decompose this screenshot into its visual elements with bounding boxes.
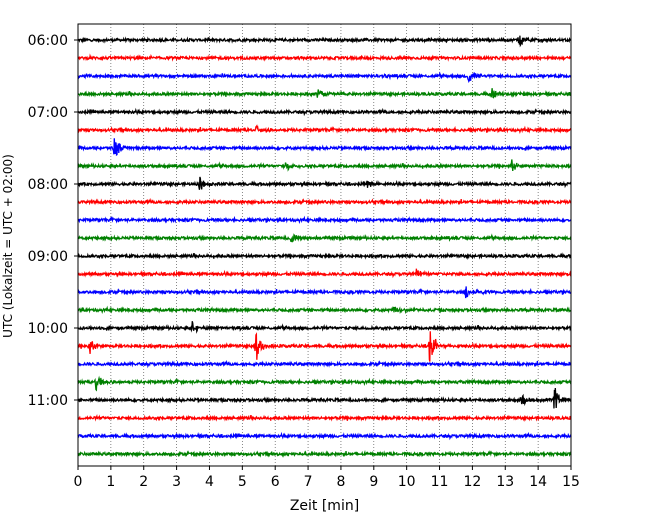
x-axis: 0 1 2 3 4 5 6 7 8 9 10 11 12 13 14 15 (74, 466, 580, 490)
y-tick-label: 11:00 (28, 393, 68, 409)
trace-0615 (77, 53, 572, 62)
plot-frame (77, 23, 572, 467)
trace-0700 (77, 107, 572, 117)
trace-1030 (77, 359, 572, 369)
trace-0900 (77, 252, 572, 260)
trace-1145 (77, 449, 572, 458)
x-tick-label: 2 (139, 474, 148, 490)
trace-0630 (77, 71, 572, 84)
y-tick-label: 08:00 (28, 177, 68, 193)
trace-1015 (77, 331, 572, 362)
trace-0830 (77, 215, 572, 225)
x-tick-label: 6 (271, 474, 280, 490)
x-tick-label: 7 (304, 474, 313, 490)
trace-0930 (77, 286, 572, 299)
trace-0815 (77, 197, 572, 206)
x-tick-label: 5 (238, 474, 247, 490)
x-tick-label: 12 (463, 474, 481, 490)
x-axis-label: Zeit [min] (290, 498, 359, 514)
seismic-traces (77, 35, 572, 458)
trace-1045 (77, 375, 572, 392)
trace-0745 (77, 159, 572, 172)
trace-0645 (77, 88, 572, 99)
y-tick-label: 09:00 (28, 249, 68, 265)
trace-0730 (77, 138, 572, 156)
trace-0945 (77, 305, 572, 315)
x-tick-label: 13 (496, 474, 514, 490)
trace-1130 (77, 431, 572, 441)
x-tick-label: 1 (106, 474, 115, 490)
x-tick-label: 8 (336, 474, 345, 490)
y-tick-label: 06:00 (28, 33, 68, 49)
x-tick-label: 3 (172, 474, 181, 490)
y-axis-label: UTC (Lokalzeit = UTC + 02:00) (1, 154, 15, 338)
trace-1000 (77, 321, 572, 334)
x-tick-label: 14 (529, 474, 547, 490)
y-tick-label: 10:00 (28, 321, 68, 337)
x-tick-label: 15 (562, 474, 580, 490)
trace-0915 (77, 268, 572, 279)
x-tick-label: 0 (74, 474, 83, 490)
y-tick-label: 07:00 (28, 105, 68, 121)
y-axis: 06:00 07:00 08:00 09:00 10:00 11:00 (28, 33, 78, 409)
trace-0715 (77, 124, 572, 135)
trace-0800 (77, 176, 572, 190)
trace-1115 (77, 414, 572, 422)
x-tick-label: 9 (369, 474, 378, 490)
trace-1100 (77, 388, 572, 409)
x-tick-label: 4 (205, 474, 214, 490)
trace-0600 (77, 35, 572, 48)
trace-0845 (77, 233, 572, 243)
x-tick-label: 10 (398, 474, 416, 490)
x-tick-label: 11 (431, 474, 449, 490)
